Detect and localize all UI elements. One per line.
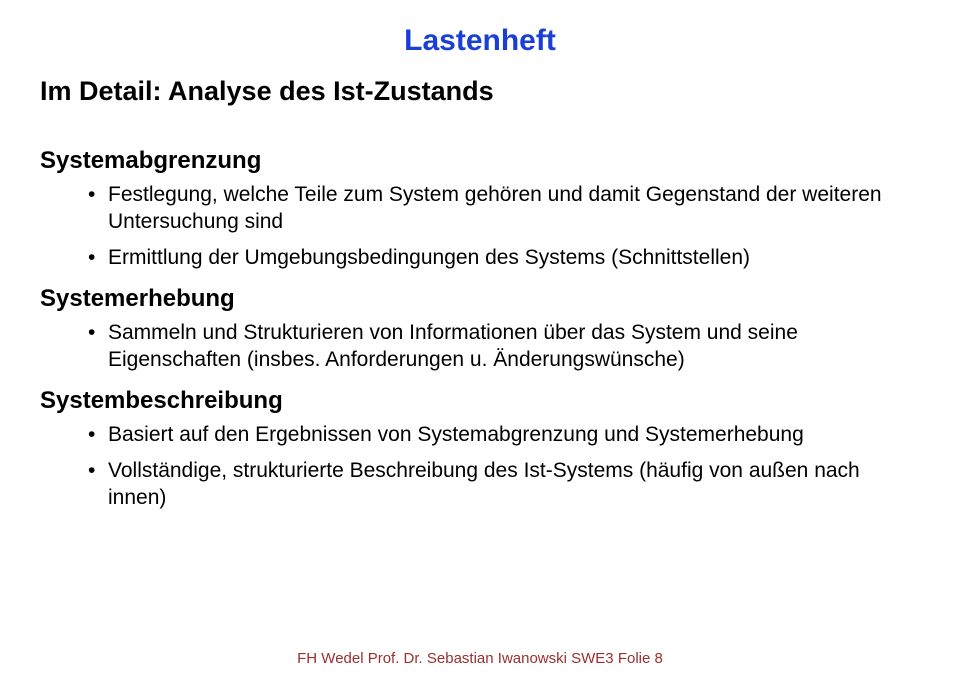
bullet-list: Festlegung, welche Teile zum System gehö… [40,181,920,271]
bullet-item: Festlegung, welche Teile zum System gehö… [88,181,920,236]
bullet-item: Sammeln und Strukturieren von Informatio… [88,319,920,374]
bullet-item: Vollständige, strukturierte Beschreibung… [88,457,920,512]
slide-title: Lastenheft [40,24,920,58]
bullet-item: Basiert auf den Ergebnissen von Systemab… [88,421,920,448]
slide-footer: FH Wedel Prof. Dr. Sebastian Iwanowski S… [0,650,960,667]
section-heading: Systemabgrenzung [40,147,920,175]
section-heading: Systemerhebung [40,285,920,313]
bullet-item: Ermittlung der Umgebungsbedingungen des … [88,244,920,271]
section-heading: Systembeschreibung [40,387,920,415]
slide-subtitle: Im Detail: Analyse des Ist-Zustands [40,76,920,107]
bullet-list: Sammeln und Strukturieren von Informatio… [40,319,920,374]
bullet-list: Basiert auf den Ergebnissen von Systemab… [40,421,920,511]
slide-container: Lastenheft Im Detail: Analyse des Ist-Zu… [0,0,960,681]
slide-body: Systemabgrenzung Festlegung, welche Teile… [40,147,920,511]
